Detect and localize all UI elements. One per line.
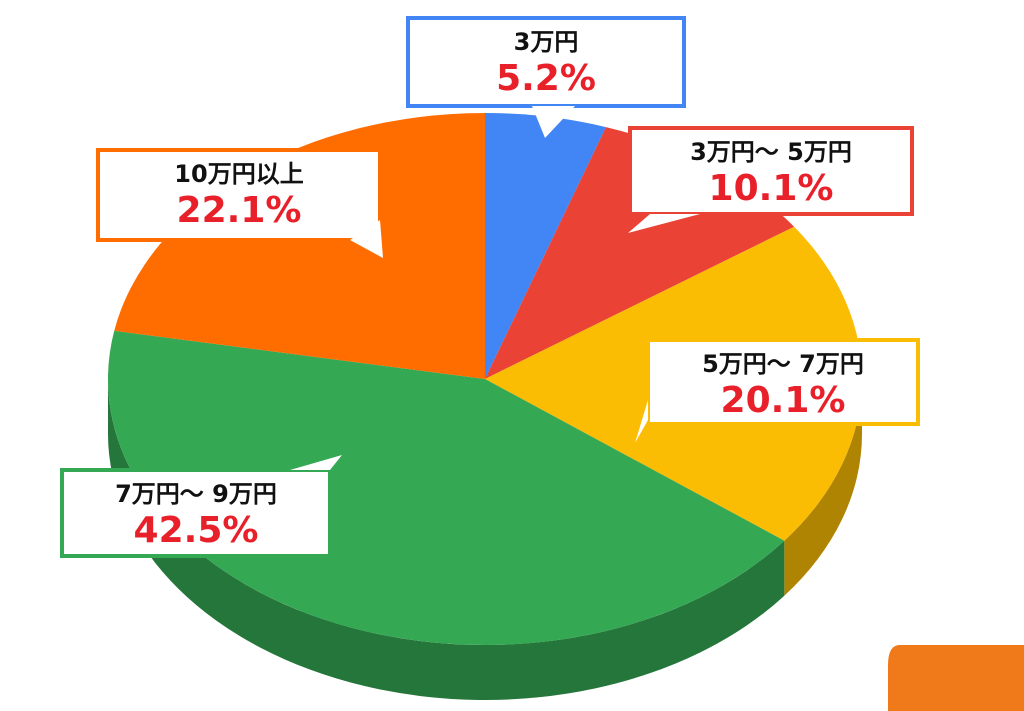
callout-box: [60, 468, 332, 558]
value-label: 5.2%: [496, 58, 596, 99]
pie-slice-side: [108, 379, 785, 700]
category-label: 7万円〜 9万円: [115, 480, 277, 508]
callout-box: [96, 148, 382, 242]
pie-slice: [107, 330, 785, 646]
callout-pointer: [350, 220, 383, 258]
value-label: 22.1%: [177, 190, 302, 231]
value-label: 10.1%: [709, 168, 834, 209]
callout-pointer: [290, 455, 342, 470]
callout-pointer: [628, 214, 700, 233]
category-label: 3万円: [514, 28, 579, 56]
pie-slice: [114, 113, 486, 379]
pie-slice: [485, 113, 606, 379]
category-label: 10万円以上: [174, 160, 303, 188]
callout-box: [628, 126, 914, 216]
pie-slice-side: [784, 379, 862, 596]
callout-box: [406, 16, 686, 108]
pie-sides: [108, 379, 862, 700]
value-label: 20.1%: [721, 380, 846, 421]
callout-pointer: [532, 106, 575, 138]
value-label: 42.5%: [134, 510, 259, 551]
category-label: 5万円〜 7万円: [702, 350, 864, 378]
callout-box: [646, 338, 920, 426]
category-label: 3万円〜 5万円: [690, 138, 852, 166]
callout-pointer: [635, 400, 648, 443]
cut-off-button: [888, 645, 1024, 711]
